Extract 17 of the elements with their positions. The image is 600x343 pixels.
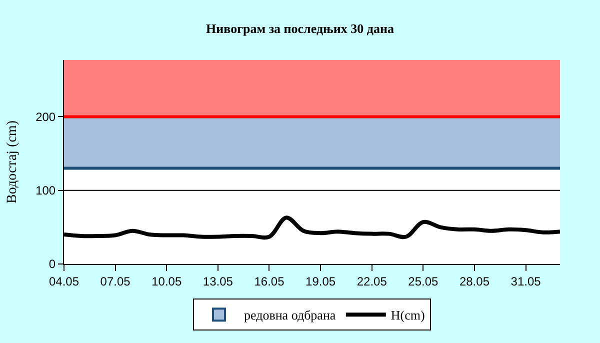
y-axis-title: Водостај (cm) bbox=[5, 120, 20, 204]
x-tick-label: 04.05 bbox=[48, 274, 80, 288]
x-tick-label: 25.05 bbox=[408, 274, 439, 288]
legend-label: редовна одбрана bbox=[244, 308, 336, 323]
y-tick-label: 200 bbox=[36, 110, 56, 124]
x-tick-label: 19.05 bbox=[306, 274, 336, 288]
x-tick-label: 16.05 bbox=[254, 274, 285, 288]
x-tick-label: 10.05 bbox=[152, 274, 182, 288]
x-tick-label: 31.05 bbox=[510, 274, 542, 288]
x-tick-label: 13.05 bbox=[202, 274, 234, 288]
chart-title: Нивограм за последњих 30 дана bbox=[206, 21, 394, 36]
y-tick-label: 0 bbox=[48, 257, 56, 272]
x-tick-label: 22.05 bbox=[356, 274, 388, 288]
x-tick-label: 28.05 bbox=[459, 274, 490, 288]
y-tick-label: 100 bbox=[36, 184, 56, 198]
x-tick-label: 07.05 bbox=[100, 274, 131, 288]
legend-label: H(cm) bbox=[390, 308, 425, 323]
